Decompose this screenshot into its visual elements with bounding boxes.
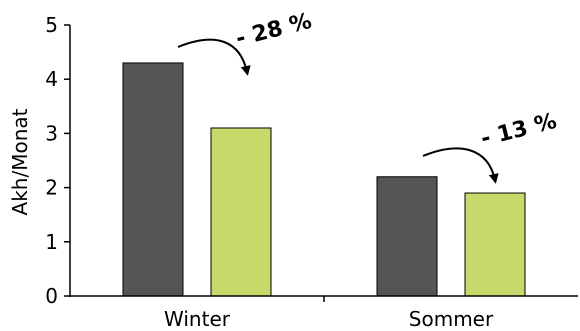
bar-winter-1 bbox=[122, 62, 184, 297]
x-axis-ticks: Winter Sommer bbox=[164, 296, 494, 331]
sommer-change-label: - 13 % bbox=[478, 109, 559, 152]
winter-change-arrow bbox=[177, 38, 251, 76]
y-tick-label-3: 3 bbox=[45, 121, 58, 145]
y-tick-label-5: 5 bbox=[45, 13, 58, 37]
winter-change-label: - 28 % bbox=[233, 9, 314, 52]
bar-sommer-1 bbox=[376, 176, 438, 297]
y-axis-label: Akh/Monat bbox=[8, 108, 32, 215]
y-tick-label-0: 0 bbox=[45, 284, 58, 308]
y-tick-label-2: 2 bbox=[45, 176, 58, 200]
sommer-change-arrow bbox=[422, 147, 499, 184]
y-axis-ticks: 0 1 2 3 4 5 bbox=[45, 13, 70, 308]
y-tick-label-4: 4 bbox=[45, 67, 58, 91]
y-tick-label-1: 1 bbox=[45, 230, 58, 254]
x-tick-label-sommer: Sommer bbox=[409, 307, 494, 331]
bars-group bbox=[122, 62, 526, 297]
bar-winter-2 bbox=[210, 127, 272, 297]
x-tick-label-winter: Winter bbox=[164, 307, 231, 331]
bar-sommer-2 bbox=[464, 192, 526, 297]
